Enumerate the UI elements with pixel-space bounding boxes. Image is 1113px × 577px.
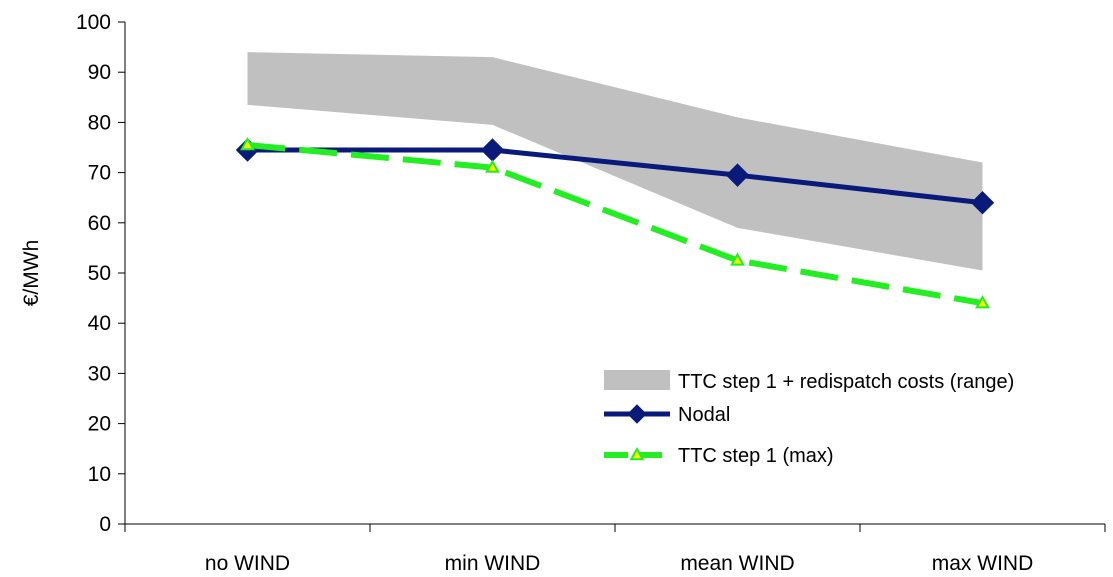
y-tick-label: 20 [88,413,111,436]
y-tick-label: 30 [88,362,111,385]
series-layer [235,136,995,309]
x-category-label: max WIND [932,552,1034,575]
y-tick-label: 40 [88,312,111,335]
series-line [247,147,983,206]
data-point-triangle [485,159,500,173]
axes: 0 10 20 30 40 50 60 70 80 90 100 no WIND min WIND mea… [76,11,1106,575]
data-point-diamond [480,138,505,162]
y-tick-label: 100 [76,11,111,34]
x-category-label: mean WIND [680,552,794,575]
data-point-triangle [240,136,255,151]
legend: TTC step 1 + redispatch costs (range) Nod… [604,370,1014,467]
legend-label: Nodal [678,404,730,426]
legend-swatch-range [604,370,670,390]
legend-label: TTC step 1 (max) [678,445,834,467]
legend-marker-triangle [629,446,645,461]
y-tick-label: 70 [88,162,111,185]
legend-label-range: TTC step 1 + redispatch costs (range) [678,371,1014,393]
y-tick-label: 10 [88,463,111,486]
y-tick-label: 0 [99,513,111,536]
y-axis-title: €/MWh [20,240,43,307]
data-point-triangle [730,252,745,266]
series-ttc-step-1-max [240,136,990,309]
y-tick-label: 50 [88,262,111,285]
x-category-label: min WIND [445,552,541,575]
series-line [247,142,984,307]
data-point-diamond [970,191,995,215]
legend-marker-diamond [627,404,647,424]
y-tick-label: 80 [88,111,111,134]
data-point-triangle [975,295,990,309]
y-tick-label: 90 [88,61,111,84]
y-tick-label: 60 [88,212,111,235]
x-category-label: no WIND [205,552,290,575]
data-point-diamond [725,163,750,187]
series-nodal [235,138,995,215]
